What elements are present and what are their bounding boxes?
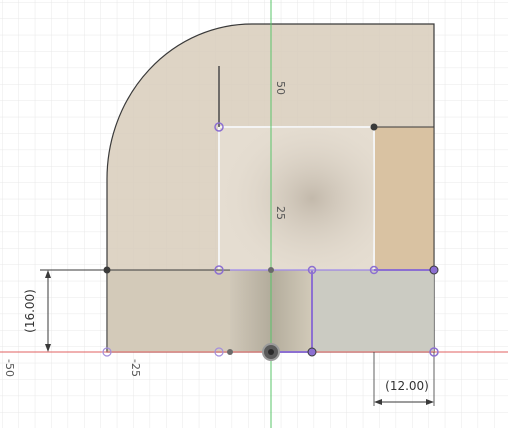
lower-right-region[interactable]: [312, 270, 434, 352]
origin-point-center: [268, 349, 274, 355]
dim-horizontal-arrow-right: [426, 399, 434, 405]
dim-horizontal-arrow-left: [374, 399, 382, 405]
width-dimension-label[interactable]: (12.00): [385, 379, 429, 393]
selected-point[interactable]: [369, 265, 379, 275]
selected-point[interactable]: [429, 347, 439, 357]
dim-vertical-arrow-bottom: [45, 344, 51, 352]
sketch-point[interactable]: [370, 123, 378, 131]
selected-point[interactable]: [307, 265, 317, 275]
selected-point[interactable]: [214, 347, 224, 357]
selected-point[interactable]: [429, 265, 439, 275]
selected-point[interactable]: [307, 347, 317, 357]
height-dimension-label[interactable]: (16.00): [23, 289, 37, 333]
x-axis-label-neg25: -25: [129, 359, 142, 377]
x-axis-label-neg50: -50: [3, 359, 16, 377]
right-panel-region[interactable]: [373, 126, 435, 271]
dim-vertical-arrow-top: [45, 270, 51, 278]
selected-point[interactable]: [214, 265, 224, 275]
selected-point[interactable]: [102, 347, 112, 357]
sketch-point[interactable]: [227, 349, 233, 355]
sketch-point[interactable]: [268, 267, 274, 273]
sketch-point[interactable]: [103, 266, 111, 274]
y-axis-label-25: 25: [274, 206, 287, 220]
y-axis-label-50: 50: [274, 81, 287, 95]
inner-rectangle-shading: [219, 127, 374, 270]
selected-point[interactable]: [214, 122, 224, 132]
